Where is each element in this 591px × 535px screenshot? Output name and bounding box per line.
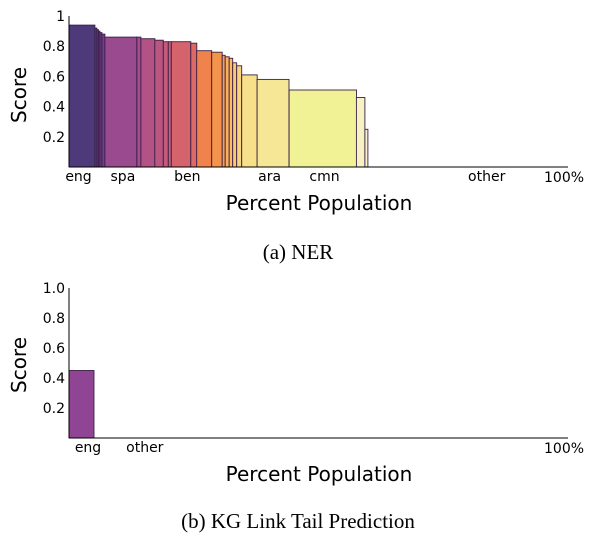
y-tick-kg-link-3: 0.8	[43, 311, 65, 327]
bar-ner-25	[364, 128, 369, 168]
bar-ner-8	[140, 38, 156, 168]
bars-kg-link	[68, 370, 95, 439]
y-tick-ner-3: 0.8	[43, 39, 65, 55]
bar-ner-23	[288, 89, 357, 168]
y-tick-ner-4: 1	[56, 9, 65, 25]
x-axis-title-ner: Percent Population	[226, 191, 413, 215]
bar-ner-12	[170, 41, 192, 168]
x-end-tick-kg-link: 100%	[544, 441, 584, 457]
bar-ner-18	[228, 57, 234, 168]
y-tick-ner-2: 0.6	[43, 69, 65, 85]
x-axis-title-kg-link: Percent Population	[226, 462, 413, 486]
bar-ner-14	[196, 50, 213, 168]
caption-kg-link: (b) KG Link Tail Prediction	[181, 509, 415, 533]
caption-ner: (a) NER	[263, 240, 334, 264]
bar-ner-24	[355, 97, 366, 168]
y-tick-kg-link-1: 0.4	[43, 371, 65, 387]
category-label-kg-link-0: eng	[75, 440, 101, 456]
bars-ner	[68, 24, 369, 168]
bar-ner-10	[162, 41, 169, 168]
y-ticks-kg-link: 0.2 0.4 0.6 0.8 1.0	[43, 281, 65, 417]
category-label-kg-link-1: other	[126, 440, 164, 456]
bar-ner-21	[241, 74, 258, 168]
category-label-ner-3: ara	[258, 169, 281, 185]
bar-ner-9	[154, 39, 164, 168]
chart-ner: 0.20.40.60.81 eng spa ben ara cmn other 100% …	[7, 9, 584, 264]
bar-ner-22	[256, 78, 290, 168]
category-label-ner-1: spa	[111, 169, 136, 185]
y-ticks-ner: 0.2 0.4 0.6 0.8 1	[43, 9, 65, 146]
category-label-ner-4: cmn	[309, 169, 339, 185]
category-label-ner-0: eng	[65, 169, 91, 185]
category-labels-kg-link: eng other	[75, 440, 164, 456]
y-tick-kg-link-2: 0.6	[43, 341, 65, 357]
y-tick-ner-0: 0.2	[43, 130, 65, 146]
y-tick-kg-link-0: 0.2	[43, 401, 65, 417]
bar-ner-20	[236, 65, 243, 168]
chart-kg-link: 0.2 0.4 0.6 0.8 1.0 eng other 100% Percent Po…	[7, 281, 584, 533]
bar-ner-15	[211, 51, 223, 168]
y-tick-ner-1: 0.4	[43, 100, 65, 116]
category-labels-ner: eng spa ben ara cmn other	[65, 169, 505, 185]
bar-ner-0	[68, 24, 96, 168]
bar-ner-17	[224, 56, 230, 168]
bar-ner-7	[136, 36, 142, 168]
category-label-ner-5: other	[468, 169, 506, 185]
bar-kg-link-0	[68, 370, 95, 439]
y-axis-title-ner: Score	[7, 67, 31, 123]
category-label-ner-2: ben	[174, 169, 200, 185]
bar-ner-13	[190, 42, 198, 168]
bar-ner-19	[232, 62, 238, 168]
bar-ner-6	[104, 36, 138, 168]
y-tick-kg-link-4: 1.0	[43, 281, 65, 297]
x-end-tick-ner: 100%	[544, 170, 584, 186]
y-axis-title-kg-link: Score	[7, 337, 31, 393]
